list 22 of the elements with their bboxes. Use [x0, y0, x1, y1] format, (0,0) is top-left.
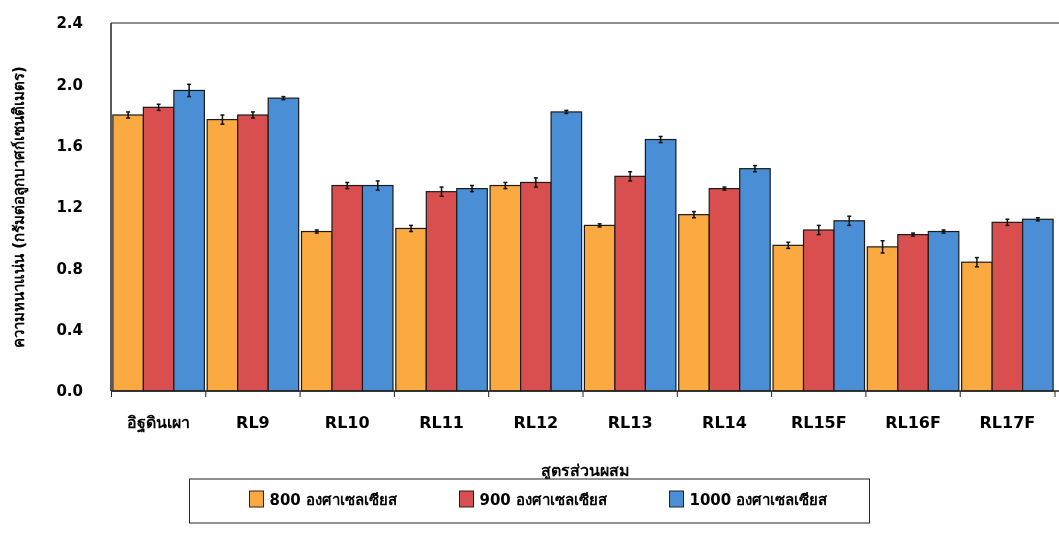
- y-tick-label: 0.8: [56, 259, 83, 278]
- y-axis-title: ความหนาแน่น (กรัมต่อลูกบาศก์เซนติเมตร): [10, 66, 29, 348]
- y-tick-label: 1.6: [56, 136, 83, 155]
- y-tick-label: 0.4: [56, 320, 83, 339]
- x-tick-label: RL12: [513, 413, 559, 432]
- y-tick-label: 1.2: [56, 198, 83, 217]
- x-tick-label: RL16F: [885, 413, 941, 432]
- legend-label: 900 องศาเซลเซียส: [479, 491, 609, 509]
- x-tick-label: RL14: [702, 413, 747, 432]
- x-tick-label: อิฐดินเผา: [127, 413, 191, 433]
- x-tick-label: RL17F: [979, 413, 1036, 432]
- legend-label: 1000 องศาเซลเซียส: [689, 491, 829, 509]
- legend-label: 800 องศาเซลเซียส: [269, 491, 399, 509]
- x-tick-label: RL13: [607, 413, 653, 432]
- x-tick-label: RL9: [236, 413, 270, 432]
- y-tick-label: 0.0: [56, 382, 83, 401]
- y-tick-label: 2.0: [56, 75, 83, 94]
- x-axis-title: สูตรส่วนผสม: [540, 461, 630, 482]
- y-tick-label: 2.4: [56, 14, 83, 33]
- x-tick-label: RL10: [324, 413, 370, 432]
- x-tick-label: RL15F: [790, 413, 847, 432]
- x-tick-label: RL11: [419, 413, 464, 432]
